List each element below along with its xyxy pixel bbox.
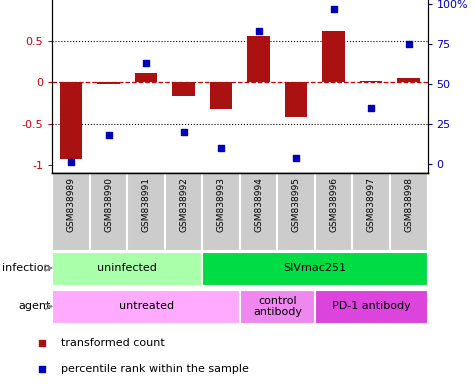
Text: untreated: untreated bbox=[118, 301, 174, 311]
Bar bbox=[60, 83, 82, 159]
Point bbox=[218, 145, 225, 151]
Bar bbox=[247, 36, 270, 83]
Text: agent: agent bbox=[19, 301, 51, 311]
Bar bbox=[52, 252, 202, 286]
Bar bbox=[398, 78, 420, 83]
Text: GSM838990: GSM838990 bbox=[104, 177, 113, 232]
Text: control
antibody: control antibody bbox=[253, 296, 302, 317]
Text: infection: infection bbox=[2, 263, 51, 273]
Bar bbox=[360, 81, 382, 83]
Text: SIVmac251: SIVmac251 bbox=[284, 263, 346, 273]
Text: GSM838995: GSM838995 bbox=[292, 177, 301, 232]
Bar bbox=[202, 252, 428, 286]
Bar bbox=[315, 290, 428, 324]
Point bbox=[180, 129, 187, 135]
Text: GSM838991: GSM838991 bbox=[142, 177, 151, 232]
Text: GSM838993: GSM838993 bbox=[217, 177, 226, 232]
Text: percentile rank within the sample: percentile rank within the sample bbox=[61, 364, 249, 374]
Text: GSM838989: GSM838989 bbox=[66, 177, 76, 232]
Text: GSM838997: GSM838997 bbox=[367, 177, 376, 232]
Point bbox=[368, 105, 375, 111]
Text: transformed count: transformed count bbox=[61, 338, 165, 348]
Text: PD-1 antibody: PD-1 antibody bbox=[332, 301, 410, 311]
Point bbox=[330, 6, 337, 12]
Bar bbox=[285, 83, 307, 117]
Point bbox=[67, 159, 75, 166]
Text: GSM838996: GSM838996 bbox=[329, 177, 338, 232]
Text: GSM838998: GSM838998 bbox=[404, 177, 413, 232]
Text: uninfected: uninfected bbox=[97, 263, 157, 273]
Bar bbox=[210, 83, 232, 109]
Bar bbox=[135, 73, 157, 83]
Point bbox=[405, 41, 412, 47]
Point bbox=[255, 28, 262, 35]
Point bbox=[142, 60, 150, 66]
Bar bbox=[52, 290, 240, 324]
Text: GSM838994: GSM838994 bbox=[254, 177, 263, 232]
Bar bbox=[240, 290, 315, 324]
Bar bbox=[323, 31, 345, 83]
Text: GSM838992: GSM838992 bbox=[179, 177, 188, 232]
Bar bbox=[172, 83, 195, 96]
Point bbox=[292, 154, 300, 161]
Bar bbox=[97, 83, 120, 84]
Point bbox=[104, 132, 112, 138]
